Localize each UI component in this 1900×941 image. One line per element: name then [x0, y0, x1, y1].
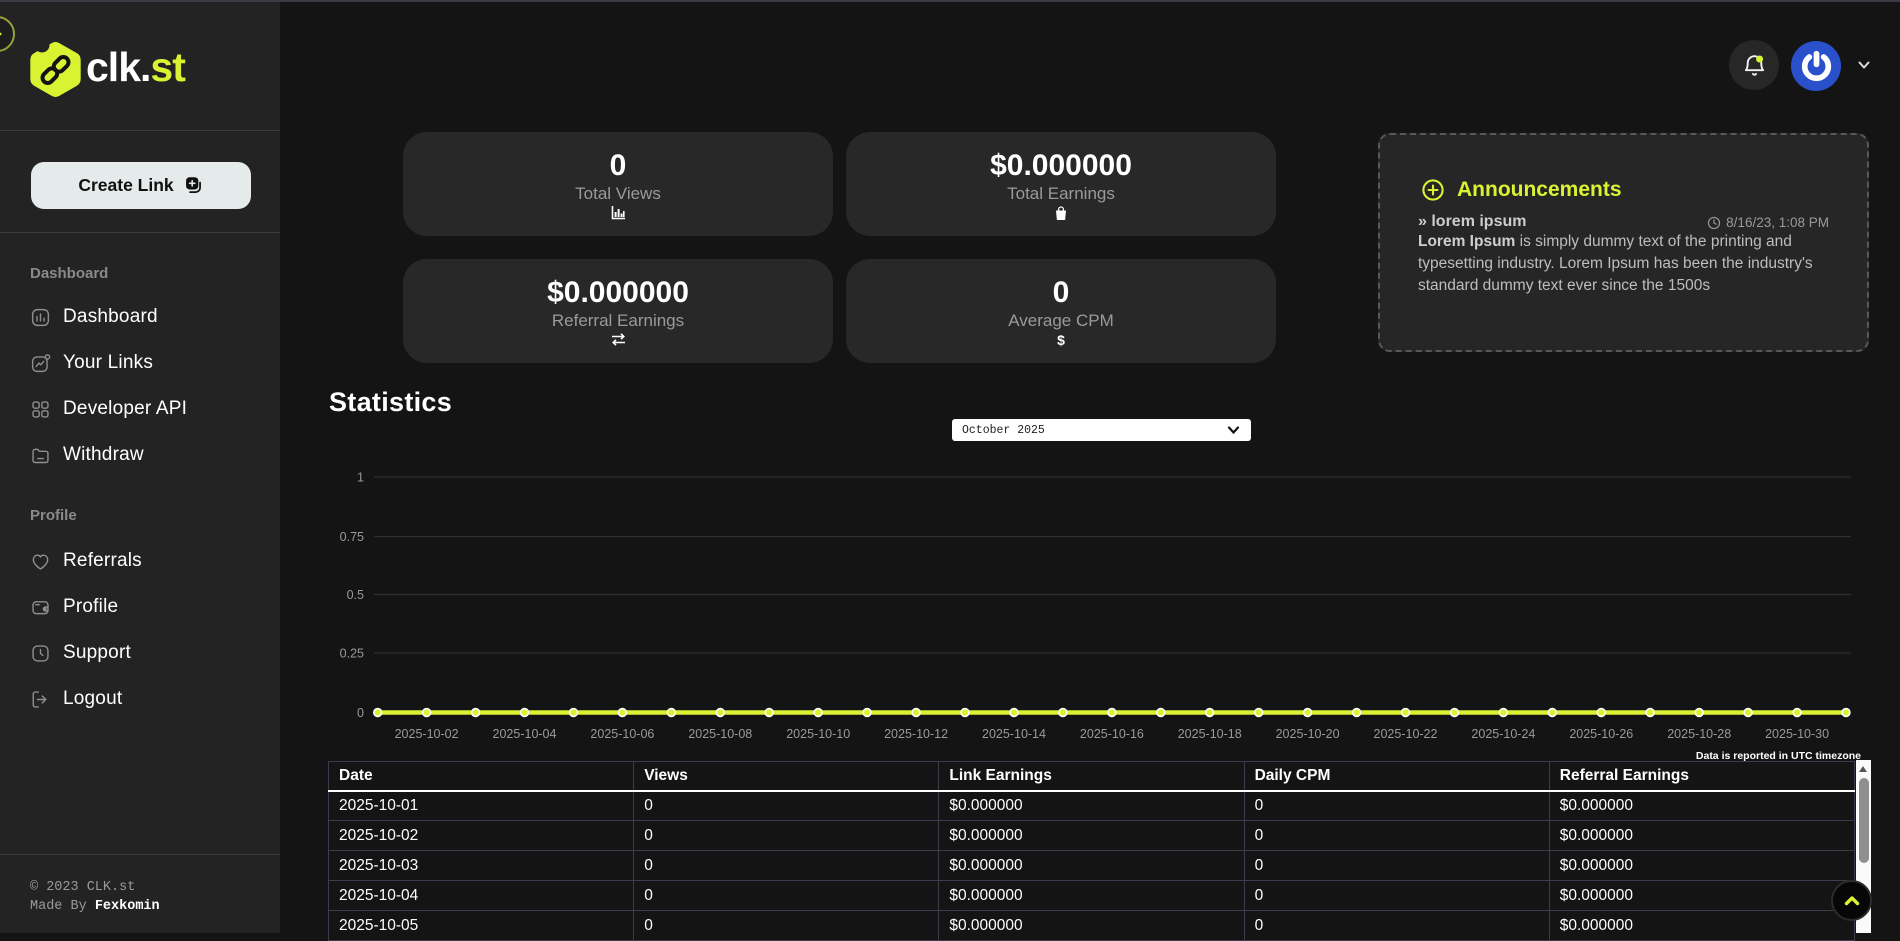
svg-text:2025-10-06: 2025-10-06: [590, 727, 654, 741]
svg-text:0.75: 0.75: [340, 530, 364, 544]
svg-text:2025-10-12: 2025-10-12: [884, 727, 948, 741]
svg-text:0.5: 0.5: [347, 588, 364, 602]
svg-text:0: 0: [357, 706, 364, 720]
svg-text:1: 1: [357, 471, 364, 485]
svg-text:2025-10-18: 2025-10-18: [1178, 727, 1242, 741]
svg-text:2025-10-26: 2025-10-26: [1569, 727, 1633, 741]
svg-text:2025-10-24: 2025-10-24: [1471, 727, 1535, 741]
svg-text:2025-10-02: 2025-10-02: [395, 727, 459, 741]
svg-text:2025-10-20: 2025-10-20: [1276, 727, 1340, 741]
svg-text:0.25: 0.25: [340, 647, 364, 661]
svg-text:2025-10-16: 2025-10-16: [1080, 727, 1144, 741]
svg-text:2025-10-22: 2025-10-22: [1374, 727, 1438, 741]
svg-text:2025-10-14: 2025-10-14: [982, 727, 1046, 741]
svg-text:2025-10-10: 2025-10-10: [786, 727, 850, 741]
svg-text:2025-10-04: 2025-10-04: [493, 727, 557, 741]
svg-text:2025-10-08: 2025-10-08: [688, 727, 752, 741]
svg-text:2025-10-28: 2025-10-28: [1667, 727, 1731, 741]
svg-text:2025-10-30: 2025-10-30: [1765, 727, 1829, 741]
